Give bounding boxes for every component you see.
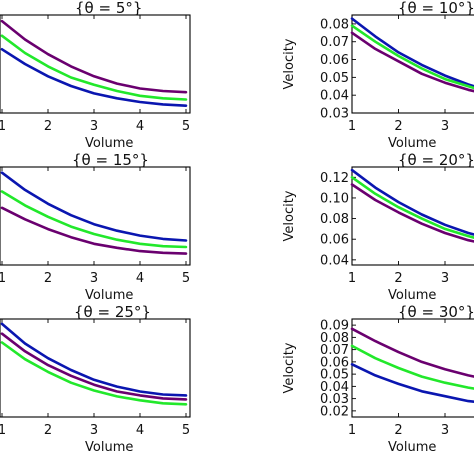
y-tick-label: 0.05 bbox=[320, 71, 349, 86]
series-line-2 bbox=[0, 332, 188, 401]
x-tick-label: 1 bbox=[0, 119, 6, 134]
y-tick-label: 0.06 bbox=[320, 53, 349, 68]
y-tick-label: 0.04 bbox=[320, 380, 349, 395]
series-line-2 bbox=[350, 24, 474, 90]
x-tick-label: 5 bbox=[182, 423, 190, 438]
x-tick-label: 2 bbox=[44, 423, 52, 438]
series-line-1 bbox=[0, 322, 188, 397]
x-tick-label: 4 bbox=[136, 423, 144, 438]
x-tick-label: 3 bbox=[441, 423, 449, 438]
y-tick-label: 0.07 bbox=[320, 343, 349, 358]
x-axis-label: Volume bbox=[85, 136, 133, 151]
series-line-3 bbox=[350, 362, 474, 403]
subplot-3: 1 2 3 4 5 {θ = 15°} Volume bbox=[0, 151, 191, 303]
x-tick-label: 2 bbox=[44, 119, 52, 134]
y-tick-label: 0.08 bbox=[320, 17, 349, 32]
subplot-title: {θ = 5°} bbox=[75, 0, 142, 17]
axes-frame bbox=[351, 318, 474, 418]
y-tick-label: 0.06 bbox=[320, 233, 349, 248]
x-tick-label: 3 bbox=[441, 119, 449, 134]
subplot-title: {θ = 20°} bbox=[398, 151, 474, 169]
y-tick-label: 0.05 bbox=[320, 368, 349, 383]
series-line-2 bbox=[0, 190, 188, 249]
subplot-1: 1 2 3 4 5 {θ = 5°} Volume bbox=[0, 0, 191, 151]
subplot-4: 1 2 3 0.12 0.10 0.08 0.06 0.04 {θ = 20°} Volume Ve… bbox=[282, 151, 474, 303]
axes-frame bbox=[0, 166, 191, 266]
y-tick-label: 0.08 bbox=[320, 331, 349, 346]
series-line-1 bbox=[0, 19, 188, 94]
axes-frame bbox=[0, 318, 191, 418]
x-tick-label: 1 bbox=[348, 423, 356, 438]
x-axis-label: Volume bbox=[85, 288, 133, 303]
x-tick-label: 1 bbox=[348, 119, 356, 134]
x-tick-label: 1 bbox=[348, 271, 356, 286]
x-tick-label: 5 bbox=[182, 119, 190, 134]
y-tick-label: 0.03 bbox=[320, 392, 349, 407]
series-line-3 bbox=[0, 47, 188, 107]
series-line-1 bbox=[350, 17, 474, 88]
y-tick-label: 0.02 bbox=[320, 404, 349, 419]
x-tick-label: 1 bbox=[0, 423, 6, 438]
subplot-title: {θ = 25°} bbox=[74, 303, 151, 321]
x-tick-label: 3 bbox=[90, 119, 98, 134]
subplot-title: {θ = 30°} bbox=[398, 303, 474, 321]
series-line-3 bbox=[0, 206, 188, 255]
subplot-6: 1 2 3 0.090.080.070.060.050.040.030.02 {θ = … bbox=[282, 303, 474, 455]
y-tick-label: 0.09 bbox=[320, 319, 349, 334]
y-tick-label: 0.10 bbox=[320, 191, 349, 206]
series-line-2 bbox=[350, 176, 474, 239]
y-axis-label: Velocity bbox=[282, 342, 297, 393]
y-tick-label: 0.03 bbox=[320, 107, 349, 122]
y-tick-label: 0.07 bbox=[320, 35, 349, 50]
series-line-3 bbox=[350, 31, 474, 93]
x-tick-label: 4 bbox=[136, 119, 144, 134]
x-tick-label: 2 bbox=[394, 423, 402, 438]
series-line-1 bbox=[0, 171, 188, 242]
subplot-5: 1 2 3 4 5 {θ = 25°} Volume bbox=[0, 303, 191, 455]
series-line-2 bbox=[0, 34, 188, 101]
series-line-2 bbox=[350, 344, 474, 390]
x-axis-label: Volume bbox=[85, 440, 133, 455]
x-axis-label: Volume bbox=[388, 288, 436, 303]
y-axis-label: Velocity bbox=[282, 38, 297, 89]
series-line-3 bbox=[0, 341, 188, 406]
x-tick-label: 2 bbox=[44, 271, 52, 286]
x-tick-label: 1 bbox=[0, 271, 6, 286]
axes-frame bbox=[351, 166, 474, 266]
series-line-1 bbox=[350, 327, 474, 378]
subplot-2: 1 2 3 0.08 0.07 0.06 0.05 0.04 0.03 {θ = 10°} Volu… bbox=[282, 0, 474, 151]
x-tick-label: 3 bbox=[441, 271, 449, 286]
x-tick-label: 3 bbox=[90, 271, 98, 286]
x-tick-label: 2 bbox=[394, 119, 402, 134]
axes-frame bbox=[0, 14, 191, 114]
y-tick-label: 0.06 bbox=[320, 355, 349, 370]
y-tick-label: 0.12 bbox=[320, 171, 349, 186]
x-axis-label: Volume bbox=[388, 136, 436, 151]
y-tick-label: 0.08 bbox=[320, 212, 349, 227]
subplot-title: {θ = 15°} bbox=[72, 151, 149, 169]
series-line-1 bbox=[350, 168, 474, 236]
x-tick-label: 5 bbox=[182, 271, 190, 286]
y-tick-label: 0.04 bbox=[320, 253, 349, 268]
y-axis-label: Velocity bbox=[282, 190, 297, 241]
x-axis-label: Volume bbox=[388, 440, 436, 455]
axes-frame bbox=[351, 14, 474, 114]
x-tick-label: 4 bbox=[136, 271, 144, 286]
x-tick-label: 3 bbox=[90, 423, 98, 438]
y-tick-label: 0.04 bbox=[320, 89, 349, 104]
series-line-3 bbox=[350, 183, 474, 243]
subplot-title: {θ = 10°} bbox=[398, 0, 474, 17]
x-tick-label: 2 bbox=[394, 271, 402, 286]
